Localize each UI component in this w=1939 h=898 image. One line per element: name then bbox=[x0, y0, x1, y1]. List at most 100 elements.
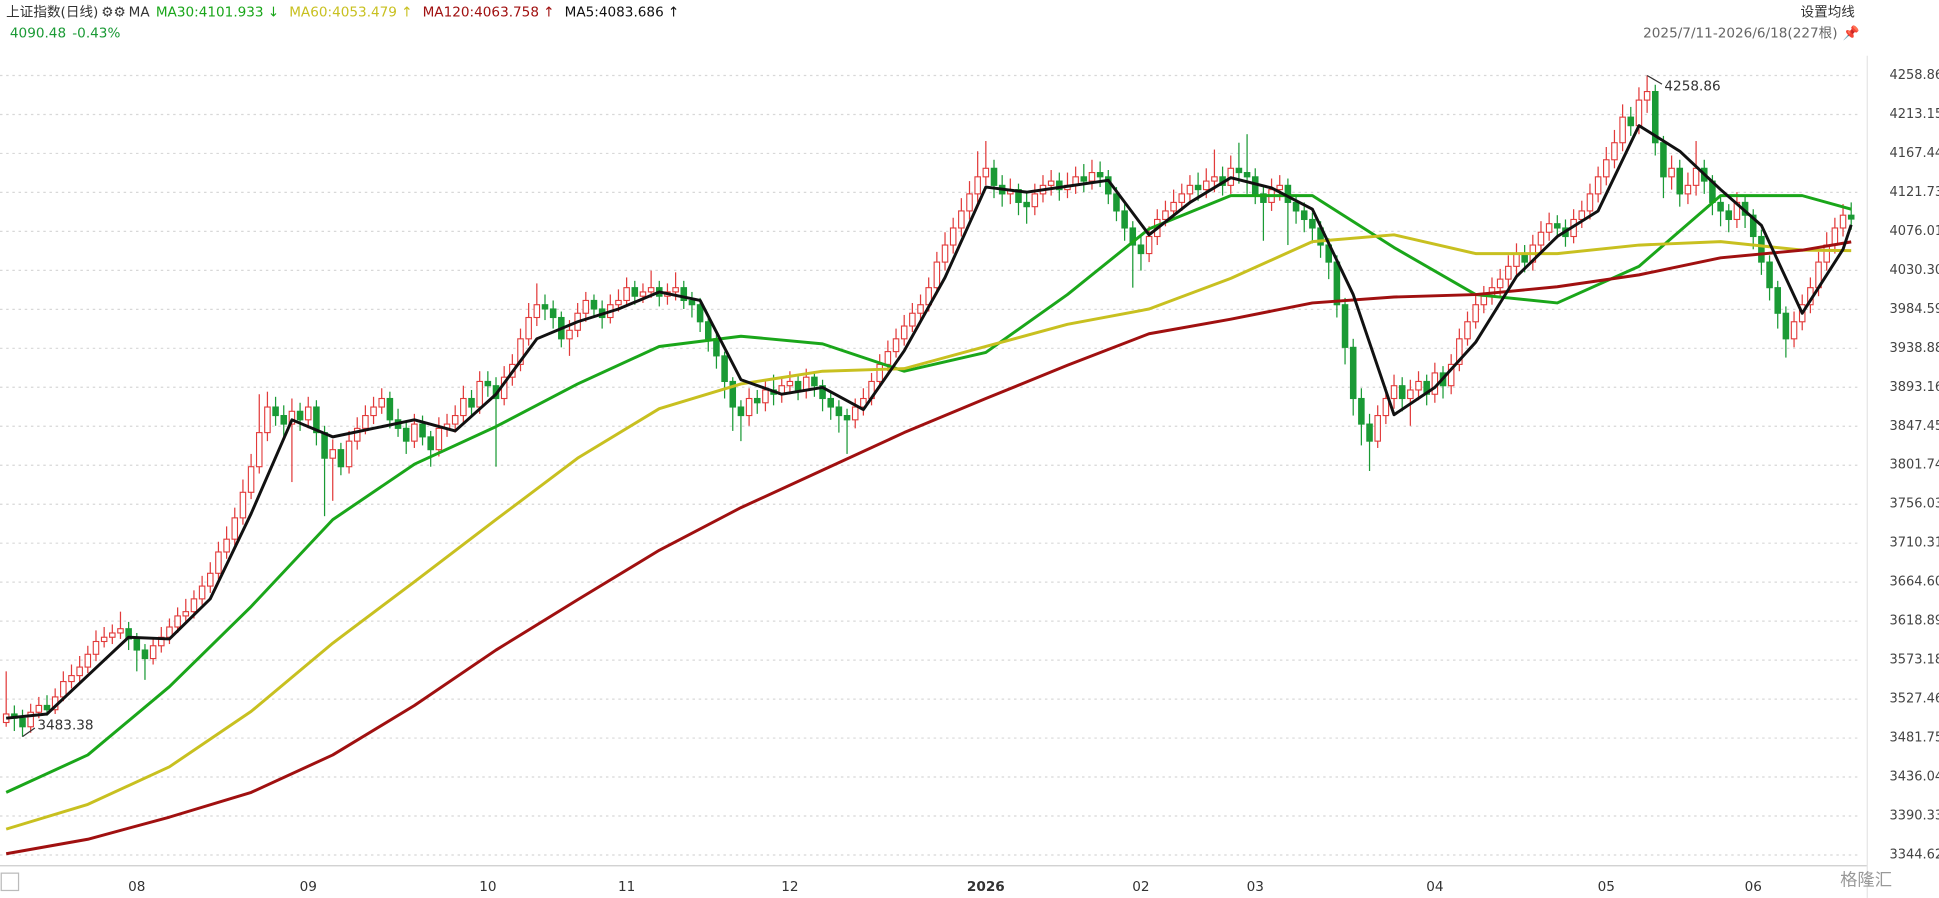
candle-body bbox=[133, 638, 141, 651]
candle-body bbox=[264, 406, 271, 434]
candle-body bbox=[1300, 210, 1308, 221]
candle-body bbox=[1847, 214, 1855, 220]
y-tick-label: 4213.15 bbox=[1890, 107, 1939, 122]
y-tick-label: 3801.74 bbox=[1890, 458, 1939, 473]
ma-line bbox=[5, 194, 1852, 794]
candle-body bbox=[762, 389, 769, 404]
candle-body bbox=[329, 449, 337, 459]
candle-body bbox=[892, 338, 900, 353]
candle-body bbox=[362, 415, 369, 429]
candle-body bbox=[990, 167, 998, 186]
candle-body bbox=[239, 491, 247, 519]
candle-body bbox=[1537, 231, 1545, 246]
x-tick-label: 04 bbox=[1426, 879, 1443, 895]
candle-body bbox=[43, 704, 51, 711]
candle-body bbox=[525, 316, 532, 340]
candle-body bbox=[582, 299, 590, 314]
candle-body bbox=[786, 380, 794, 387]
candle-body bbox=[1594, 176, 1602, 195]
candle-body bbox=[1668, 167, 1675, 178]
candle-body bbox=[386, 397, 394, 421]
candle-body bbox=[1684, 184, 1692, 195]
candle-body bbox=[402, 427, 410, 442]
candle-body bbox=[745, 397, 753, 417]
candle-body bbox=[280, 415, 288, 425]
y-tick-label: 4167.44 bbox=[1890, 146, 1939, 161]
candle-body bbox=[721, 355, 728, 383]
watermark: 格隆汇 bbox=[1840, 871, 1892, 891]
settings-icons[interactable]: ⚙⚙ bbox=[101, 4, 125, 20]
candle-body bbox=[1088, 172, 1096, 182]
candle-body bbox=[451, 415, 459, 425]
y-tick-label: 3436.04 bbox=[1890, 770, 1939, 785]
candle-body bbox=[1096, 172, 1104, 178]
y-tick-label: 3984.59 bbox=[1890, 302, 1939, 317]
candle-body bbox=[1758, 235, 1765, 263]
candle-body bbox=[1211, 176, 1218, 182]
ma-line bbox=[5, 233, 1852, 831]
candle-body bbox=[982, 167, 990, 178]
x-tick-label: 08 bbox=[128, 879, 145, 895]
scroll-left[interactable] bbox=[0, 872, 20, 892]
min-pointer bbox=[22, 727, 36, 738]
candle-body bbox=[1554, 223, 1561, 229]
candle-body bbox=[835, 406, 843, 417]
y-tick-label: 3344.62 bbox=[1890, 847, 1939, 862]
candle-body bbox=[1358, 397, 1365, 425]
candle-body bbox=[1505, 265, 1512, 280]
candle-body bbox=[1194, 184, 1202, 191]
candle-body bbox=[19, 717, 26, 728]
candle-body bbox=[1080, 176, 1088, 182]
candle-body bbox=[1137, 244, 1145, 255]
candle-body bbox=[190, 598, 198, 613]
x-tick-label: 06 bbox=[1745, 879, 1762, 895]
x-tick-label: 05 bbox=[1598, 879, 1615, 895]
candle-body bbox=[288, 410, 296, 425]
candle-body bbox=[321, 432, 328, 459]
x-tick-label: 2026 bbox=[967, 879, 1005, 895]
candle-body bbox=[476, 380, 483, 408]
candle-body bbox=[631, 287, 639, 297]
y-tick-label: 3893.16 bbox=[1890, 380, 1939, 395]
candle-body bbox=[590, 299, 598, 310]
candle-body bbox=[1586, 193, 1594, 212]
candle-body bbox=[1260, 193, 1267, 203]
candle-body bbox=[1398, 385, 1406, 400]
candle-body bbox=[549, 308, 557, 319]
y-tick-label: 3938.88 bbox=[1890, 341, 1939, 356]
candle-body bbox=[247, 466, 255, 493]
candle-body bbox=[419, 423, 426, 438]
date-range: 2025/7/11-2026/6/18(227根) bbox=[1643, 26, 1837, 42]
candle-body bbox=[117, 628, 124, 634]
candle-body bbox=[337, 449, 345, 468]
candle-body bbox=[1749, 214, 1757, 238]
ma-line bbox=[6, 124, 1853, 720]
candle-body bbox=[215, 551, 222, 574]
candle-body bbox=[109, 632, 116, 638]
candle-body bbox=[909, 312, 916, 327]
candle-body bbox=[884, 351, 892, 365]
candle-body bbox=[68, 675, 75, 683]
candle-body bbox=[1545, 223, 1553, 233]
settings-button[interactable]: 设置均线 bbox=[1801, 4, 1856, 20]
candle-body bbox=[1309, 218, 1316, 229]
candle-body bbox=[1464, 321, 1471, 340]
legend: MA30:4101.933 ↓ MA60:4053.479 ↑ MA120:4063… bbox=[156, 4, 680, 20]
indicator[interactable]: MA bbox=[129, 4, 151, 20]
pin-icon[interactable]: 📌 bbox=[1843, 25, 1860, 42]
candle-body bbox=[1643, 91, 1651, 101]
candle-body bbox=[1162, 210, 1169, 221]
candle-body bbox=[696, 304, 704, 323]
min-label: 3483.38 bbox=[37, 718, 93, 734]
y-tick-label: 3756.03 bbox=[1890, 497, 1939, 512]
candle-body bbox=[1496, 278, 1504, 289]
candle-body bbox=[84, 653, 92, 668]
candle-body bbox=[933, 261, 941, 289]
legend-entry: MA120:4063.758 ↑ bbox=[423, 4, 555, 20]
candle-body bbox=[1374, 415, 1381, 442]
candle-body bbox=[1627, 116, 1635, 127]
candle-body bbox=[1145, 235, 1153, 255]
candle-body bbox=[1341, 304, 1349, 348]
